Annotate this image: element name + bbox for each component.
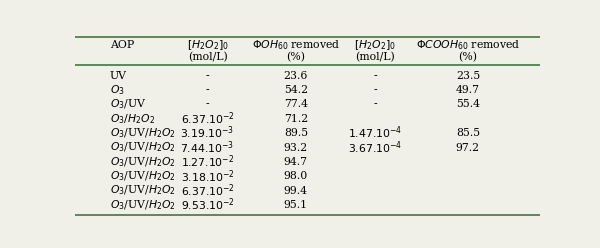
- Text: UV: UV: [110, 71, 127, 81]
- Text: $3.19.10^{-3}$: $3.19.10^{-3}$: [181, 125, 235, 141]
- Text: 54.2: 54.2: [284, 85, 308, 95]
- Text: $O_3$/UV/$H_2O_2$: $O_3$/UV/$H_2O_2$: [110, 184, 176, 197]
- Text: $O_3$/UV/$H_2O_2$: $O_3$/UV/$H_2O_2$: [110, 126, 176, 140]
- Text: $O_3$: $O_3$: [110, 83, 125, 97]
- Text: 97.2: 97.2: [456, 143, 480, 153]
- Text: $O_3/H_2O_2$: $O_3/H_2O_2$: [110, 112, 155, 126]
- Text: $1.47.10^{-4}$: $1.47.10^{-4}$: [348, 125, 402, 141]
- Text: -: -: [206, 71, 209, 81]
- Text: 98.0: 98.0: [284, 171, 308, 181]
- Text: $7.44.10^{-3}$: $7.44.10^{-3}$: [181, 139, 235, 156]
- Text: 23.5: 23.5: [456, 71, 480, 81]
- Text: -: -: [373, 99, 377, 109]
- Text: 55.4: 55.4: [456, 99, 480, 109]
- Text: 77.4: 77.4: [284, 99, 308, 109]
- Text: $\Phi OH_{60}$ removed: $\Phi OH_{60}$ removed: [251, 38, 340, 52]
- Text: $9.53.10^{-2}$: $9.53.10^{-2}$: [181, 197, 235, 213]
- Text: 23.6: 23.6: [284, 71, 308, 81]
- Text: -: -: [373, 71, 377, 81]
- Text: AOP: AOP: [110, 40, 134, 50]
- Text: (mol/L): (mol/L): [188, 52, 227, 62]
- Text: (%): (%): [286, 52, 305, 62]
- Text: -: -: [206, 85, 209, 95]
- Text: 95.1: 95.1: [284, 200, 308, 210]
- Text: 99.4: 99.4: [284, 186, 308, 196]
- Text: 93.2: 93.2: [284, 143, 308, 153]
- Text: $O_3$/UV/$H_2O_2$: $O_3$/UV/$H_2O_2$: [110, 198, 176, 212]
- Text: $3.18.10^{-2}$: $3.18.10^{-2}$: [181, 168, 235, 185]
- Text: $O_3$/UV/$H_2O_2$: $O_3$/UV/$H_2O_2$: [110, 141, 176, 154]
- Text: $1.27.10^{-2}$: $1.27.10^{-2}$: [181, 154, 234, 170]
- Text: $3.67.10^{-4}$: $3.67.10^{-4}$: [348, 139, 402, 156]
- Text: $6.37.10^{-2}$: $6.37.10^{-2}$: [181, 111, 235, 127]
- Text: $\Phi COOH_{60}$ removed: $\Phi COOH_{60}$ removed: [416, 38, 520, 52]
- Text: 85.5: 85.5: [456, 128, 480, 138]
- Text: $O_3$/UV/$H_2O_2$: $O_3$/UV/$H_2O_2$: [110, 155, 176, 169]
- Text: 94.7: 94.7: [284, 157, 308, 167]
- Text: (mol/L): (mol/L): [355, 52, 395, 62]
- Text: (%): (%): [458, 52, 478, 62]
- Text: -: -: [373, 85, 377, 95]
- Text: $O_3$/UV/$H_2O_2$: $O_3$/UV/$H_2O_2$: [110, 169, 176, 183]
- Text: -: -: [206, 99, 209, 109]
- Text: $[H_2O_2]_0$: $[H_2O_2]_0$: [187, 38, 229, 52]
- Text: 89.5: 89.5: [284, 128, 308, 138]
- Text: 71.2: 71.2: [284, 114, 308, 124]
- Text: 49.7: 49.7: [456, 85, 480, 95]
- Text: $[H_2O_2]_0$: $[H_2O_2]_0$: [354, 38, 396, 52]
- Text: $O_3$/UV: $O_3$/UV: [110, 98, 146, 111]
- Text: $6.37.10^{-2}$: $6.37.10^{-2}$: [181, 182, 235, 199]
